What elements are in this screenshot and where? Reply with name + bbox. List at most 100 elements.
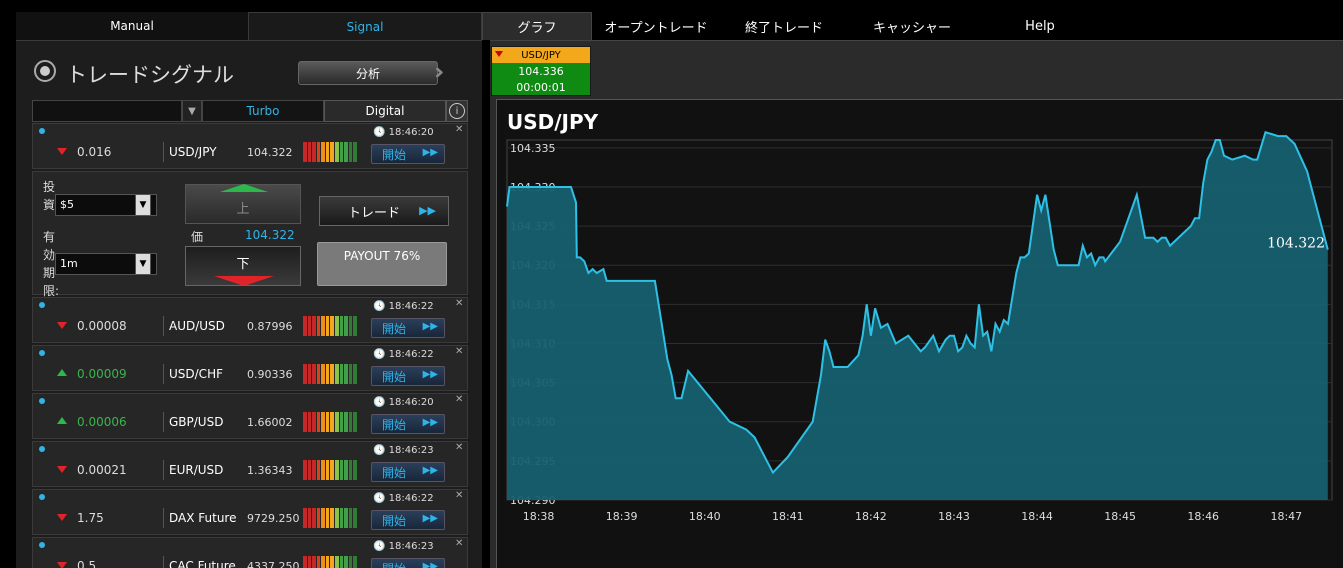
signal-time: 🕓 18:46:20 <box>373 127 434 138</box>
chart-title: USD/JPY <box>507 110 599 134</box>
signal-time: 🕓 18:46:20 <box>373 397 434 408</box>
trade-ticket: 投資 $5 ▼ 有効期限: 1m ▼ 上 価 104.322 下 トレード ▶▶ … <box>32 171 468 298</box>
start-button[interactable]: 開始▶▶ <box>371 366 445 386</box>
close-icon[interactable]: ✕ <box>455 442 464 453</box>
arrow-down-icon <box>57 562 67 568</box>
signal-panel-header: トレードシグナル 分析 ››› <box>30 41 470 99</box>
asset-filter-select[interactable] <box>32 100 182 122</box>
investment-input[interactable]: $5 <box>55 194 157 216</box>
put-down-button[interactable]: 下 <box>185 246 301 286</box>
play-icon: ▶▶ <box>422 513 438 524</box>
play-icon: ▶▶ <box>419 204 436 217</box>
arrow-down-icon <box>57 466 67 473</box>
close-icon[interactable]: ✕ <box>455 394 464 405</box>
signal-change: 0.00009 <box>77 367 127 381</box>
arrow-up-icon <box>57 369 67 376</box>
tab-cashier[interactable]: キャッシャー <box>872 20 951 36</box>
start-button[interactable]: 開始▶▶ <box>371 414 445 434</box>
tab-signal[interactable]: Signal <box>248 12 482 40</box>
play-icon: ▶▶ <box>422 147 438 158</box>
trade-button[interactable]: トレード ▶▶ <box>319 196 449 226</box>
status-dot <box>39 128 45 134</box>
signal-row[interactable]: 🕓 18:46:22 ✕ 0.00009 USD/CHF 0.90336 開始 ▶▶ <box>32 345 468 391</box>
close-icon[interactable]: ✕ <box>455 346 464 357</box>
signal-change: 0.016 <box>77 145 112 159</box>
tab-manual[interactable]: Manual <box>16 12 248 40</box>
x-tick-label: 18:41 <box>772 510 804 523</box>
payout-badge: PAYOUT 76% <box>317 242 447 286</box>
divider <box>163 412 164 432</box>
last-price-label: 104.322 <box>1267 236 1325 252</box>
signal-asset: CAC Future <box>169 559 236 568</box>
chevron-down-icon[interactable]: ▼ <box>135 253 151 275</box>
start-button[interactable]: 開始▶▶ <box>371 510 445 530</box>
close-icon[interactable]: ✕ <box>455 298 464 309</box>
analyze-button[interactable]: 分析 <box>298 61 438 85</box>
investment-label: 投資 <box>43 180 56 212</box>
start-button[interactable]: 開始▶▶ <box>371 318 445 338</box>
signal-time: 🕓 18:46:23 <box>373 445 434 456</box>
price-chart-svg: 104.335104.330104.325104.320104.315104.3… <box>506 130 1333 523</box>
expiry-label: 有効期限: <box>43 230 60 298</box>
play-icon: ▶▶ <box>422 465 438 476</box>
signal-change: 0.5 <box>77 559 97 568</box>
divider <box>163 460 164 480</box>
start-button[interactable]: 開始▶▶ <box>371 558 445 568</box>
divider <box>163 142 164 162</box>
expiry-select[interactable]: 1m <box>55 253 157 275</box>
tab-open-trades[interactable]: オープントレード <box>604 20 708 36</box>
chevron-down-icon[interactable]: ▼ <box>182 100 202 122</box>
signal-price: 0.90336 <box>247 368 293 381</box>
tab-graph[interactable]: グラフ <box>482 12 592 40</box>
signal-change: 0.00021 <box>77 463 127 477</box>
call-up-button[interactable]: 上 <box>185 184 301 224</box>
signal-change: 0.00008 <box>77 319 127 333</box>
signal-row[interactable]: 🕓 18:46:22 ✕ 0.00008 AUD/USD 0.87996 開始 ▶▶ <box>32 297 468 343</box>
signal-time: 🕓 18:46:22 <box>373 493 434 504</box>
arrow-down-icon <box>57 322 67 329</box>
chevron-down-icon[interactable]: ▼ <box>135 194 151 216</box>
close-icon[interactable]: ✕ <box>455 490 464 501</box>
tab-help[interactable]: Help <box>1025 18 1055 34</box>
divider <box>163 556 164 568</box>
signal-row[interactable]: 🕓 18:46:22 ✕ 1.75 DAX Future 9729.250 開始 ▶▶ <box>32 489 468 535</box>
strength-meter <box>303 142 357 162</box>
filter-turbo[interactable]: Turbo <box>202 100 324 122</box>
quote-price: 104.336 <box>518 64 564 78</box>
signal-panel-title: トレードシグナル <box>66 63 234 87</box>
signal-panel: トレードシグナル 分析 ››› ▼ Turbo Digital i 🕓 18:4… <box>16 40 482 568</box>
signal-row[interactable]: 🕓 18:46:20 ✕ 0.016 USD/JPY 104.322 開始 ▶▶ <box>32 123 468 169</box>
x-tick-label: 18:47 <box>1270 510 1302 523</box>
signal-row[interactable]: 🕓 18:46:23 ✕ 0.00021 EUR/USD 1.36343 開始 ▶▶ <box>32 441 468 487</box>
x-tick-label: 18:45 <box>1104 510 1136 523</box>
signal-asset: GBP/USD <box>169 415 224 429</box>
signal-time: 🕓 18:46:23 <box>373 541 434 552</box>
quote-card[interactable]: USD/JPY 104.336 00:00:01 <box>491 46 591 96</box>
start-button[interactable]: 開始▶▶ <box>371 144 445 164</box>
tab-closed-trades[interactable]: 終了トレード <box>744 20 823 36</box>
info-button[interactable]: i <box>446 100 468 122</box>
close-icon[interactable]: ✕ <box>455 124 464 135</box>
status-dot <box>39 350 45 356</box>
signal-row[interactable]: 🕓 18:46:23 ✕ 0.5 CAC Future 4337.250 開始▶▶ <box>32 537 468 568</box>
signal-row[interactable]: 🕓 18:46:20 ✕ 0.00006 GBP/USD 1.66002 開始 ▶▶ <box>32 393 468 439</box>
signal-list: 🕓 18:46:20 ✕ 0.016 USD/JPY 104.322 開始 ▶▶ … <box>32 123 468 568</box>
x-tick-label: 18:46 <box>1187 510 1219 523</box>
filter-digital[interactable]: Digital <box>324 100 446 122</box>
y-tick-label: 104.335 <box>510 142 556 155</box>
x-tick-label: 18:39 <box>606 510 638 523</box>
signal-price: 9729.250 <box>247 512 300 525</box>
signal-change: 1.75 <box>77 511 104 525</box>
arrow-down-icon <box>57 148 67 155</box>
chevron-right-icon: ››› <box>434 60 444 85</box>
signal-time: 🕓 18:46:22 <box>373 349 434 360</box>
signal-asset: AUD/USD <box>169 319 225 333</box>
status-dot <box>39 398 45 404</box>
signal-price: 1.66002 <box>247 416 293 429</box>
play-icon: ▶▶ <box>422 369 438 380</box>
signal-asset: USD/CHF <box>169 367 223 381</box>
strength-meter <box>303 412 357 432</box>
play-icon: ▶▶ <box>422 417 438 428</box>
close-icon[interactable]: ✕ <box>455 538 464 549</box>
start-button[interactable]: 開始▶▶ <box>371 462 445 482</box>
